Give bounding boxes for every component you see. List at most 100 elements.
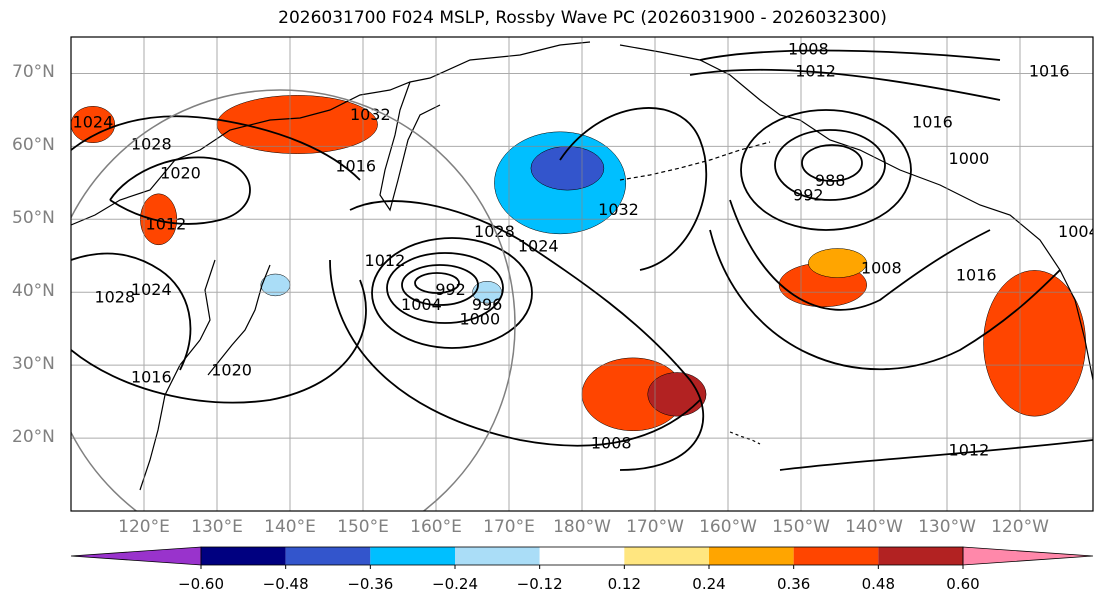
isobar-label: 1028 [94, 288, 135, 307]
isobar [699, 49, 1001, 61]
isobar-label: 1012 [146, 215, 187, 234]
isobar [349, 200, 705, 471]
latitude-tick-label: 60°N [12, 135, 55, 156]
isobar [109, 156, 251, 225]
pc-anomaly-region [530, 146, 605, 191]
colorbar-swatch [370, 547, 455, 565]
isobar-label: 1008 [788, 40, 829, 59]
isobar-label: 1016 [956, 266, 997, 285]
colorbar-tick-label: 0.48 [861, 575, 896, 593]
colorbar-tick-label: −0.24 [432, 575, 478, 593]
isobar [71, 279, 367, 404]
graticule [71, 37, 1093, 511]
latitude-tick-label: 70°N [12, 62, 55, 83]
isobar-label: 996 [472, 295, 503, 314]
isobar-label: 1016 [131, 368, 172, 387]
isobar-label: 1024 [518, 236, 559, 255]
colorbar-swatch [539, 547, 625, 565]
isobar-label: 1016 [1029, 61, 1070, 80]
longitude-tick-label: 120°W [991, 517, 1049, 537]
isobar-label: 992 [793, 185, 824, 204]
pc-anomaly-region [71, 106, 116, 143]
isobar-label: 1032 [598, 200, 639, 219]
colorbar-tick-label: −0.60 [178, 575, 224, 593]
isobar-label: 1012 [949, 441, 990, 460]
isobar-label: 988 [815, 171, 846, 190]
aleutian-islands [619, 141, 771, 181]
isobar-label: 1032 [350, 105, 391, 124]
china-coastline [139, 339, 201, 491]
latitude-tick-label: 20°N [12, 427, 55, 448]
isobar [801, 144, 863, 182]
isobar-label: 1016 [335, 156, 376, 175]
colorbar [70, 546, 1094, 569]
japan-coastline [207, 264, 271, 376]
isobar [71, 252, 192, 371]
isobar-label: 1016 [912, 113, 953, 132]
isobar-label: 992 [435, 280, 466, 299]
coastlines [71, 41, 1093, 491]
longitude-tick-label: 180°W [553, 517, 611, 537]
isobar-label: 1024 [131, 280, 172, 299]
longitude-tick-label: 160°E [410, 517, 462, 537]
colorbar-swatch [709, 547, 794, 565]
pc-anomaly-region [647, 372, 707, 417]
colorbar-swatch [285, 547, 371, 565]
colorbar-tick-label: −0.48 [262, 575, 309, 593]
isobar-label: 1012 [365, 251, 406, 270]
isobar [729, 199, 991, 311]
isobar-label: 1024 [73, 113, 114, 132]
longitude-tick-label: 130°E [191, 517, 243, 537]
isobar-label: 1012 [795, 61, 836, 80]
rossby-wave-pc-shading [71, 95, 1086, 432]
longitude-tick-label: 150°W [772, 517, 830, 537]
isobar [774, 129, 886, 201]
isobar [71, 115, 361, 181]
isobar-label: 1028 [474, 222, 515, 241]
colorbar-extend-min [70, 546, 202, 566]
isobar-label: 1008 [591, 433, 632, 452]
colorbar-tick-label: 0.36 [776, 575, 811, 593]
isobar [559, 107, 708, 271]
longitude-tick-label: 120°E [118, 517, 170, 537]
asia-coastline [71, 41, 591, 226]
isobar-label: 1004 [1058, 222, 1099, 241]
longitude-tick-label: 170°W [626, 517, 684, 537]
isobar-label: 1020 [211, 360, 252, 379]
colorbar-swatch [201, 547, 286, 565]
latitude-tick-label: 50°N [12, 208, 55, 229]
isobar [414, 272, 460, 294]
isobar-label: 1000 [949, 149, 990, 168]
colorbar-swatch [624, 547, 709, 565]
latitude-tick-label: 30°N [12, 354, 55, 375]
colorbar-swatch [793, 547, 879, 565]
colorbar-swatch [455, 547, 540, 565]
colorbar-tick-label: 0.60 [946, 575, 980, 593]
longitude-tick-label: 140°E [264, 517, 316, 537]
pc-anomaly-region [808, 248, 867, 278]
colorbar-tick-label: −0.36 [347, 575, 394, 593]
chart-title: 2026031700 F024 MSLP, Rossby Wave PC (20… [278, 8, 887, 28]
reference-circle [71, 89, 516, 511]
alaska-coastline [619, 44, 1093, 381]
isobar-label: 1000 [459, 309, 500, 328]
isobar [386, 252, 504, 324]
longitude-tick-label: 160°W [699, 517, 757, 537]
isobar-label: 1004 [401, 295, 442, 314]
isobar [401, 264, 479, 306]
colorbar-tick-label: 0.24 [692, 575, 726, 593]
isobar-label: 1020 [160, 164, 201, 183]
colorbar-tick-label: −0.12 [516, 575, 563, 593]
isobar [709, 229, 1061, 371]
latitude-tick-label: 40°N [12, 281, 55, 302]
isobar [779, 439, 1093, 471]
longitude-tick-label: 170°E [483, 517, 535, 537]
isobar [329, 259, 701, 447]
colorbar-swatch [878, 547, 963, 565]
isobar [689, 68, 1001, 101]
isobar-label: 1028 [131, 134, 172, 153]
isobar [371, 237, 533, 349]
longitude-tick-label: 150°E [337, 517, 389, 537]
